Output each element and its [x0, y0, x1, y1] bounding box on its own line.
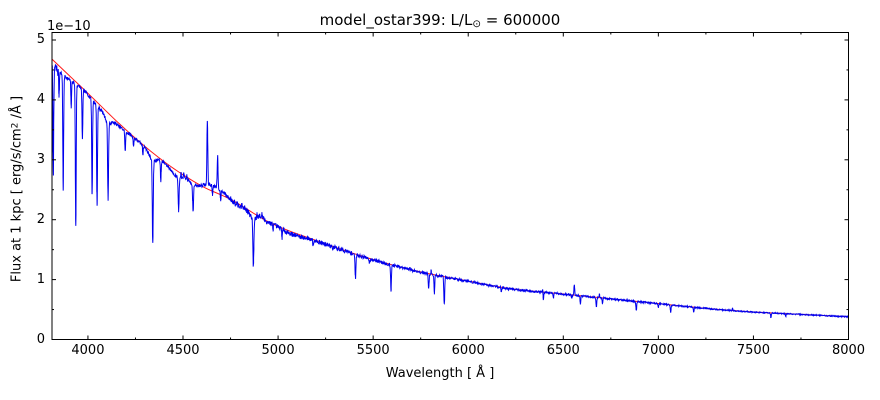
x-axis-label: Wavelength [ Å ]: [385, 366, 495, 381]
spectrum-line: [51, 63, 849, 319]
plot-title-value: = 600000: [480, 11, 561, 29]
sun-symbol: ⊙: [472, 18, 481, 31]
x-tick-label: 4500: [166, 343, 200, 358]
x-tick-label: 5000: [261, 343, 295, 358]
y-tick-label: 2: [36, 211, 45, 227]
plot-title: model_ostar399: L/L⊙ = 600000: [0, 11, 880, 31]
y-tick-label: 0: [36, 331, 45, 347]
y-tick-label: 4: [36, 91, 45, 107]
x-tick-label: 4000: [71, 343, 105, 358]
plot-title-text: model_ostar399: L/L: [319, 11, 473, 29]
y-tick-label: 1: [36, 271, 45, 287]
plot-spines: [51, 32, 849, 340]
plot-axes-layer: [51, 32, 849, 340]
y-tick-label: 3: [36, 151, 45, 167]
x-tick-label: 6000: [451, 343, 485, 358]
x-tick-label: 7500: [736, 343, 770, 358]
plot-data-layer: [51, 58, 849, 319]
x-tick-label: 7000: [641, 343, 675, 358]
x-tick-label: 5500: [356, 343, 390, 358]
y-axis-label-sup: 2: [10, 122, 21, 129]
x-tick-label: 6500: [546, 343, 580, 358]
y-axis-offset-label: 1e−10: [47, 19, 91, 34]
x-tick-label: 8000: [831, 343, 866, 358]
y-axis-label: Flux at 1 kpc [ erg/s/cm2 /Å ]: [10, 96, 25, 282]
y-tick-label: 5: [36, 31, 45, 47]
